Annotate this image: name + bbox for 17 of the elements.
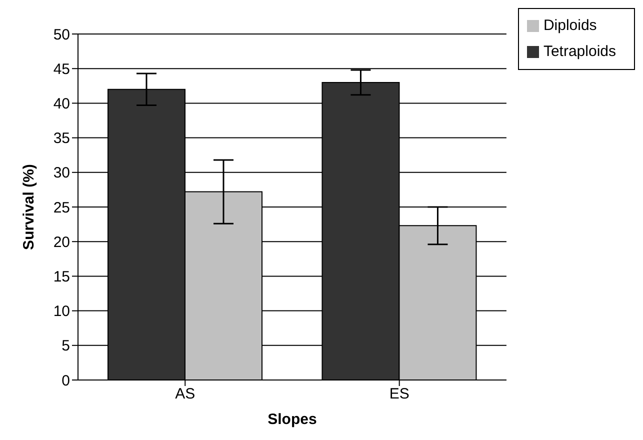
y-tick-label: 0 [62,372,70,390]
legend-label: Diploids [543,17,597,34]
x-axis-title: Slopes [268,411,317,428]
y-axis-title: Survival (%) [20,164,38,250]
legend-label: Tetraploids [543,43,616,60]
y-tick-label: 30 [53,164,70,182]
y-tick-label: 10 [53,303,70,320]
y-tick-label: 20 [53,234,70,251]
y-tick-label: 50 [53,26,70,44]
x-tick-label: ES [389,386,410,403]
x-tick-label: AS [175,386,196,403]
y-tick-label: 35 [53,130,70,148]
y-tick-label: 5 [62,338,70,355]
y-tick-label: 45 [53,60,70,78]
y-tick-label: 40 [53,96,70,113]
y-tick-label: 25 [53,199,70,216]
y-tick-label: 15 [53,268,70,286]
